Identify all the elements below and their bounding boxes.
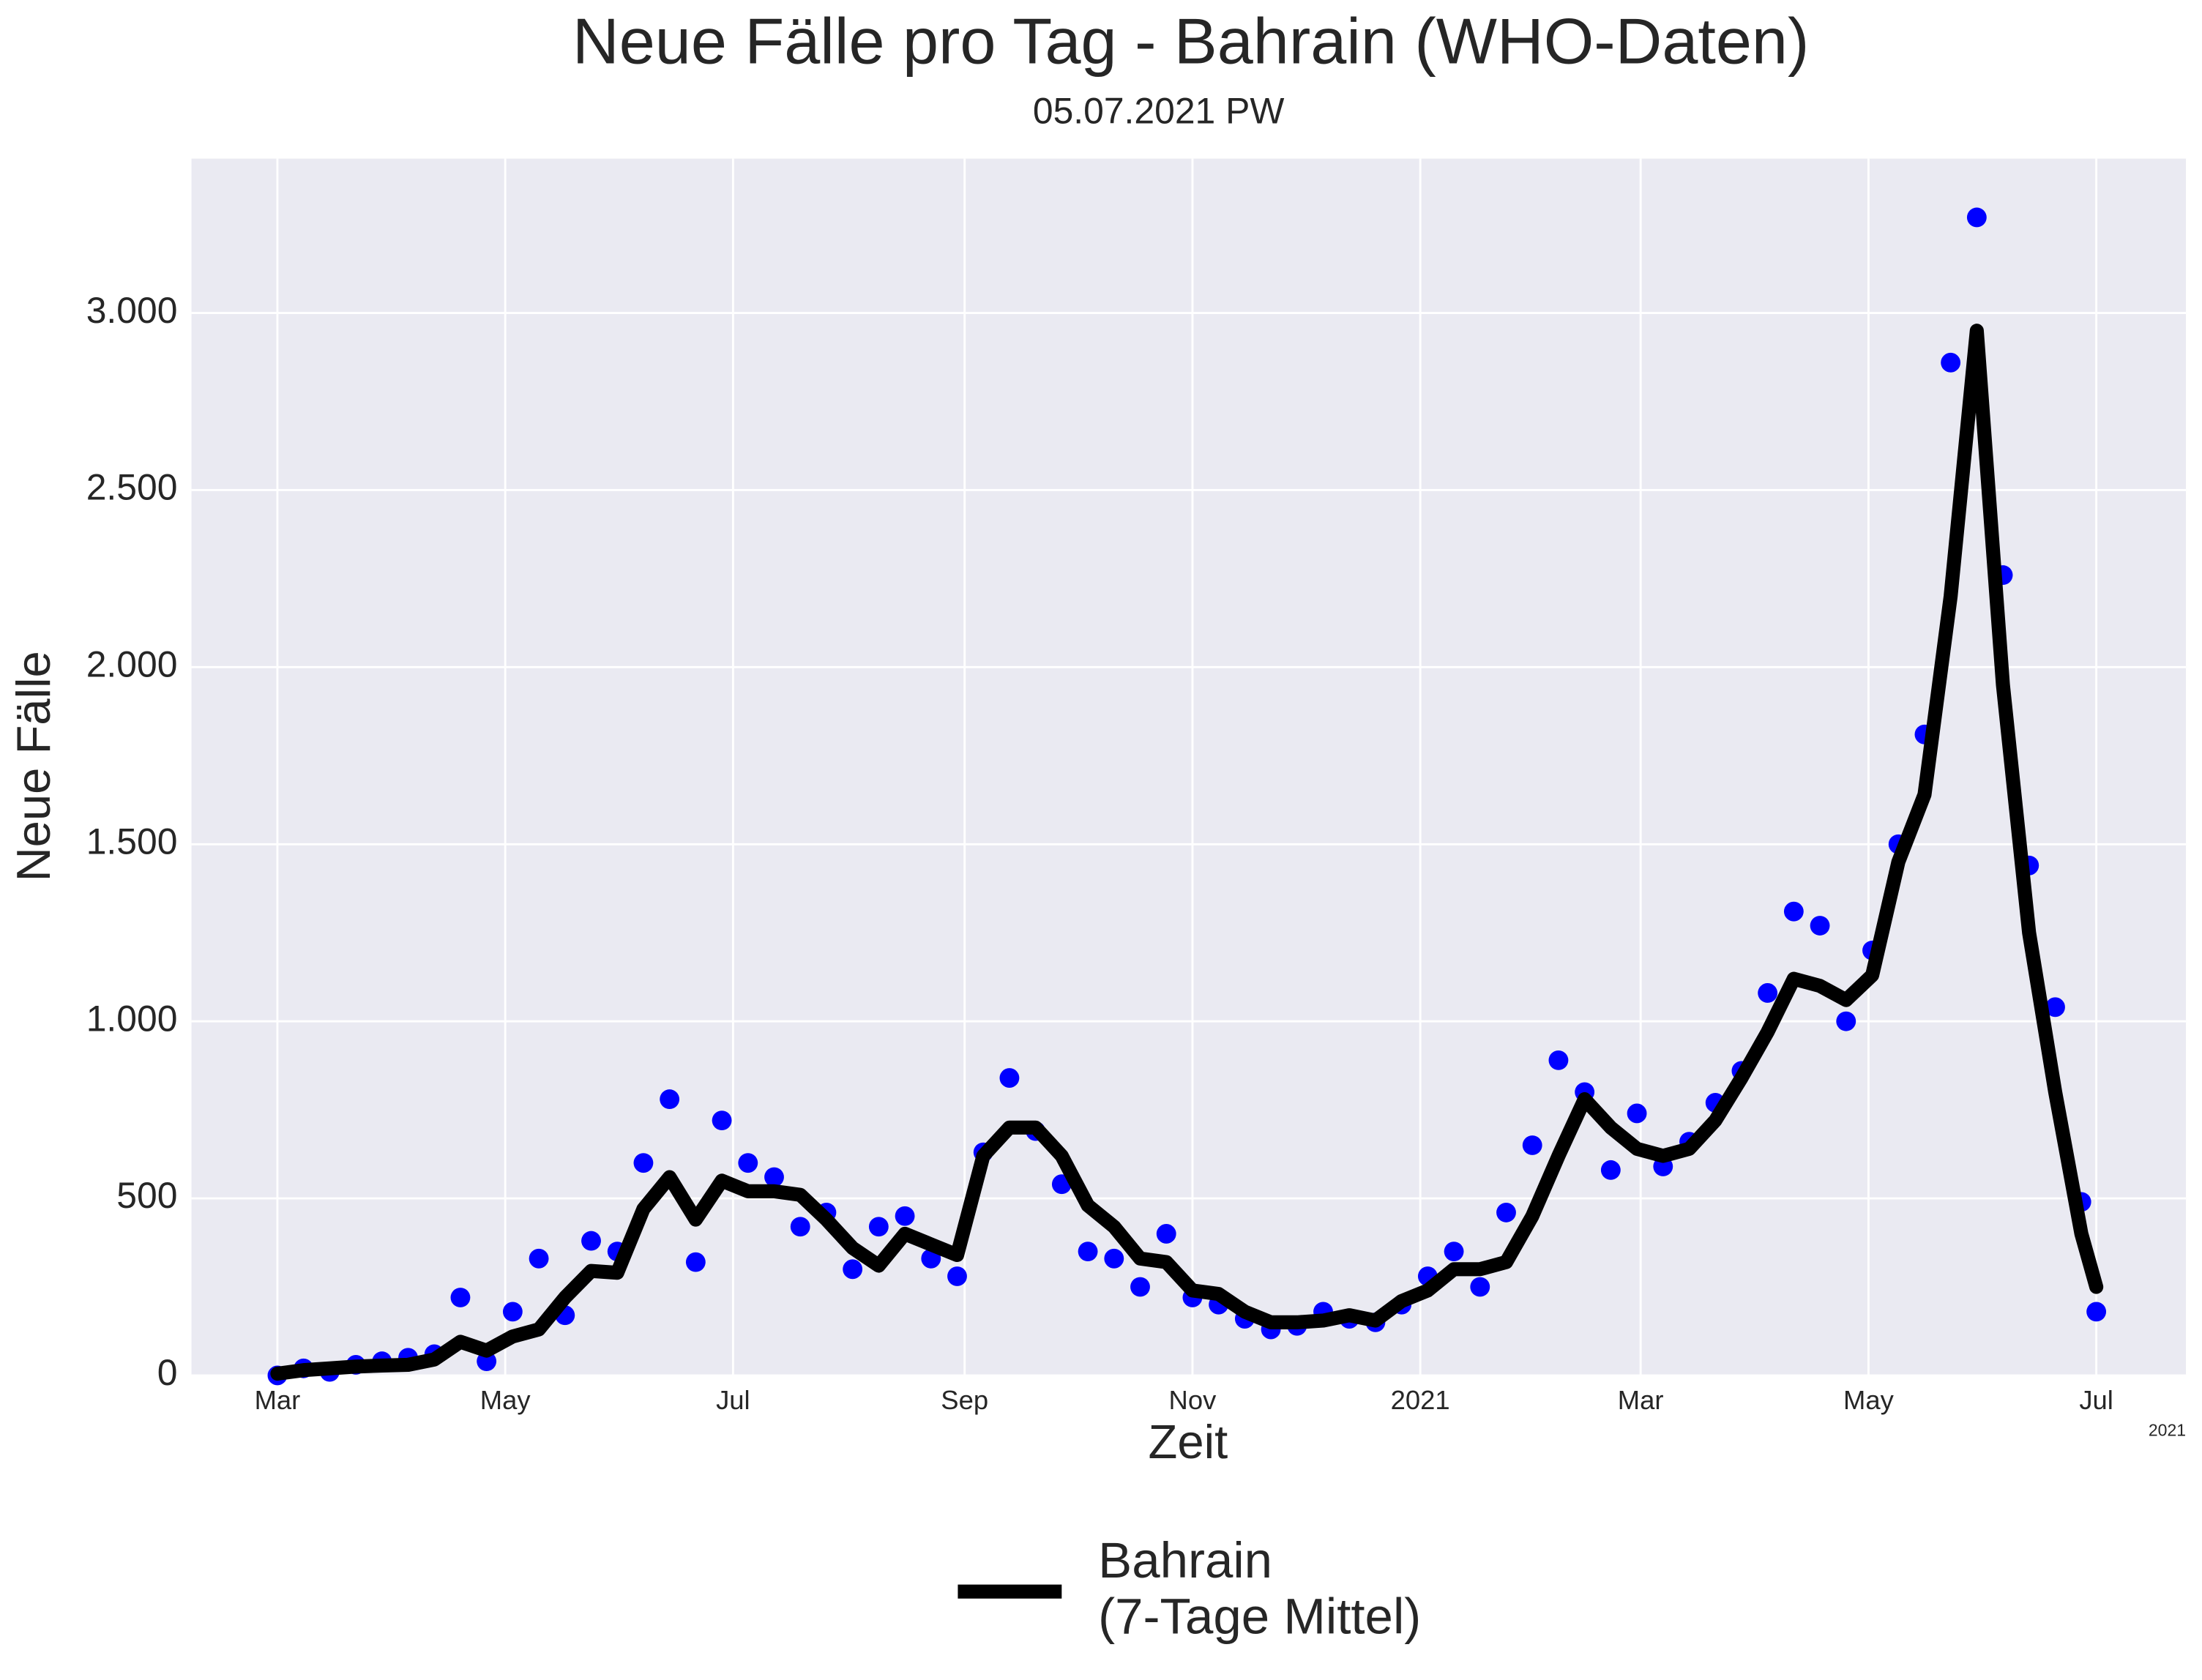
x-tick-label: May xyxy=(1843,1385,1895,1415)
y-tick-label: 1.500 xyxy=(86,821,178,862)
data-point xyxy=(1941,352,1961,373)
data-point xyxy=(633,1153,654,1173)
data-point xyxy=(843,1259,863,1280)
y-tick-label: 0 xyxy=(157,1352,178,1393)
data-point xyxy=(1104,1248,1124,1269)
data-point xyxy=(1783,901,1804,922)
x-tick-label: Mar xyxy=(1618,1385,1664,1415)
x-tick-label: Jul xyxy=(2079,1385,2113,1415)
x-tick-label: May xyxy=(480,1385,531,1415)
data-point xyxy=(868,1217,889,1237)
data-point xyxy=(1496,1202,1516,1222)
data-point xyxy=(1810,916,1830,936)
data-point xyxy=(1444,1242,1464,1262)
data-point xyxy=(2086,1302,2107,1322)
data-point xyxy=(790,1217,810,1237)
data-point xyxy=(712,1110,732,1131)
series-line xyxy=(270,324,2104,1381)
data-point xyxy=(1522,1135,1542,1155)
chart-subtitle: 05.07.2021 PW xyxy=(1033,90,1285,131)
data-point xyxy=(738,1153,758,1173)
legend-label: Bahrain (7-Tage Mittel) xyxy=(1098,1532,1422,1646)
x-offset-label: 2021 xyxy=(2149,1421,2186,1440)
y-tick-label: 2.500 xyxy=(86,467,178,508)
y-tick-label: 500 xyxy=(116,1175,177,1216)
data-point xyxy=(1548,1050,1569,1070)
data-point xyxy=(764,1167,784,1187)
y-tick-label: 3.000 xyxy=(86,290,178,331)
chart-title: Neue Fälle pro Tag - Bahrain (WHO-Daten) xyxy=(572,5,1809,78)
y-axis-label: Neue Fälle xyxy=(7,651,60,881)
data-point xyxy=(1836,1011,1856,1031)
data-point xyxy=(529,1248,549,1269)
data-point xyxy=(581,1231,601,1251)
data-point xyxy=(1966,207,1987,228)
y-tick-label: 2.000 xyxy=(86,644,178,685)
data-point xyxy=(1130,1277,1150,1297)
data-point xyxy=(1156,1224,1176,1244)
data-point xyxy=(685,1252,706,1272)
data-point xyxy=(450,1288,471,1307)
legend-box: Bahrain (7-Tage Mittel) xyxy=(1098,1532,1422,1646)
data-point xyxy=(1758,983,1778,1003)
x-tick-label: 2021 xyxy=(1391,1385,1450,1415)
data-point xyxy=(999,1068,1020,1088)
data-point xyxy=(947,1266,967,1286)
x-tick-label: Nov xyxy=(1169,1385,1217,1415)
data-point xyxy=(1627,1103,1647,1124)
data-point xyxy=(1600,1160,1621,1180)
data-point xyxy=(2045,997,2065,1018)
x-axis-label: Zeit xyxy=(1149,1415,1228,1468)
data-point xyxy=(1470,1277,1490,1297)
x-tick-label: Sep xyxy=(941,1385,988,1415)
x-tick-label: Mar xyxy=(255,1385,301,1415)
y-tick-label: 1.000 xyxy=(86,998,178,1039)
data-point xyxy=(895,1206,915,1226)
data-point xyxy=(1078,1242,1098,1262)
data-point xyxy=(502,1302,523,1322)
data-point xyxy=(660,1089,680,1110)
x-tick-label: Jul xyxy=(716,1385,750,1415)
plot-background xyxy=(191,158,2187,1375)
